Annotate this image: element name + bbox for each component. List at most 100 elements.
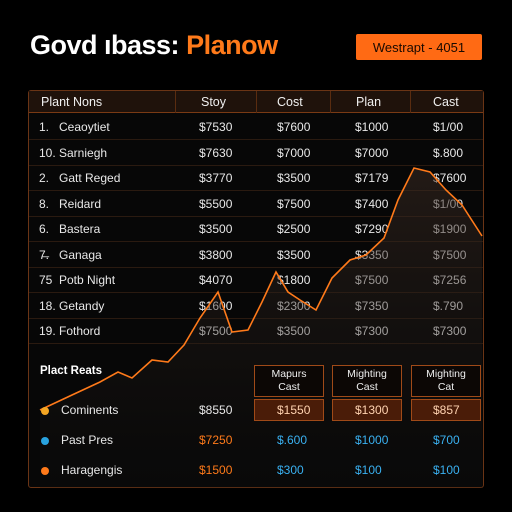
summary-value: $1550 bbox=[277, 403, 311, 417]
legend-dot-icon bbox=[41, 407, 49, 415]
row-value: $3350 bbox=[355, 247, 389, 262]
col-header-plan[interactable]: Plan bbox=[356, 95, 382, 109]
summary-value: $100 bbox=[355, 463, 382, 477]
row-value: $3500 bbox=[199, 222, 233, 236]
summary-label: Cominents bbox=[61, 403, 119, 417]
row-value: $.790 bbox=[433, 298, 464, 313]
row-value: $1600 bbox=[199, 298, 233, 313]
summary-value: $700 bbox=[433, 433, 460, 447]
row-num: 10. bbox=[39, 145, 56, 160]
row-value: $7300 bbox=[355, 324, 389, 338]
row-num: 1. bbox=[39, 120, 50, 134]
summary-value: $100 bbox=[433, 463, 460, 477]
section-label: Plact Reats bbox=[40, 365, 103, 377]
legend-dot-icon bbox=[41, 437, 49, 445]
row-name: Potb Night bbox=[59, 273, 116, 287]
summary-label: Past Pres bbox=[61, 433, 114, 447]
legend-dot-icon bbox=[41, 467, 49, 475]
summary-value: $1000 bbox=[355, 433, 389, 447]
column-divider bbox=[410, 91, 411, 113]
summary-row[interactable]: Cominents $8550 $1550 $1300 $857 bbox=[29, 397, 483, 425]
row-value: $1000 bbox=[355, 120, 389, 134]
column-divider bbox=[256, 91, 257, 113]
row-name: Getandy bbox=[59, 298, 105, 313]
summary-label: Haragengis bbox=[61, 463, 123, 477]
row-value: $7179 bbox=[355, 171, 389, 185]
mini-header-mighting[interactable]: Mighting Cast bbox=[332, 365, 402, 397]
col-header-stoy[interactable]: Stoy bbox=[201, 95, 227, 109]
highlight-cell bbox=[332, 399, 402, 421]
col-header-cast[interactable]: Cast bbox=[433, 95, 459, 109]
row-value: $7600 bbox=[277, 120, 311, 134]
row-name: Ceaoytiet bbox=[59, 120, 110, 134]
summary-value: $300 bbox=[277, 463, 304, 477]
row-value: $1900 bbox=[433, 222, 467, 236]
table-row[interactable]: 2. Gatt Reged $3770 $3500 $7179 $7600 bbox=[29, 166, 483, 191]
table-row[interactable]: 6. Bastera $3500 $2500 $7290 $1900 bbox=[29, 217, 483, 242]
col-header-name[interactable]: Plant Nons bbox=[41, 95, 103, 109]
row-value: $7350 bbox=[355, 298, 389, 313]
table-row[interactable]: 7̶. Ganaga $3800 $3500 $3350 $7500 bbox=[29, 243, 483, 268]
row-value: $7300 bbox=[433, 324, 467, 338]
row-value: $2300 bbox=[277, 298, 311, 313]
status-badge[interactable]: Westrapt - 4051 bbox=[356, 34, 482, 60]
summary-value: $1300 bbox=[355, 403, 389, 417]
row-num: 18. bbox=[39, 298, 56, 313]
row-value: $7000 bbox=[277, 145, 311, 160]
row-value: $7500 bbox=[277, 196, 311, 211]
row-num: 6. bbox=[39, 222, 50, 236]
summary-value: $8550 bbox=[199, 403, 233, 417]
row-value: $5500 bbox=[199, 196, 233, 211]
mini-header-line: Cat bbox=[437, 381, 455, 393]
row-num: 7̶. bbox=[39, 247, 50, 262]
row-value: $3800 bbox=[199, 247, 233, 262]
row-value: $7256 bbox=[433, 273, 467, 287]
summary-row[interactable]: Haragengis $1500 $300 $100 $100 bbox=[29, 457, 483, 485]
mini-header-line: Cast bbox=[278, 381, 300, 393]
table-row[interactable]: 10. Sarniegh $7630 $7000 $7000 $.800 bbox=[29, 141, 483, 166]
row-value: $7630 bbox=[199, 145, 233, 160]
row-name: Bastera bbox=[59, 222, 101, 236]
summary-value: $1500 bbox=[199, 463, 233, 477]
mini-header-mapurs[interactable]: Mapurs Cast bbox=[254, 365, 324, 397]
page-title: Govd ıbass: Planow bbox=[30, 30, 278, 61]
mini-header-mighting-2[interactable]: Mighting Cat bbox=[411, 365, 481, 397]
mini-header-line: Mighting bbox=[426, 368, 466, 380]
row-value: $7530 bbox=[199, 120, 233, 134]
summary-value: $7250 bbox=[199, 433, 233, 447]
column-divider bbox=[175, 91, 176, 113]
mini-header-line: Cast bbox=[356, 381, 378, 393]
summary-value: $.600 bbox=[277, 433, 308, 447]
row-value: $3500 bbox=[277, 324, 311, 338]
row-num: 8. bbox=[39, 196, 50, 211]
row-value: $3500 bbox=[277, 247, 311, 262]
row-value: $4070 bbox=[199, 273, 233, 287]
row-value: $7600 bbox=[433, 171, 467, 185]
row-value: $3770 bbox=[199, 171, 233, 185]
row-value: $7500 bbox=[433, 247, 467, 262]
row-name: Reidard bbox=[59, 196, 102, 211]
title-accent: Planow bbox=[186, 30, 278, 60]
highlight-cell bbox=[411, 399, 481, 421]
row-value: $1/00 bbox=[433, 196, 464, 211]
row-value: $7500 bbox=[199, 324, 233, 338]
table-row[interactable]: 8. Reidard $5500 $7500 $7400 $1/00 bbox=[29, 192, 483, 217]
col-header-cost[interactable]: Cost bbox=[277, 95, 303, 109]
table-row[interactable]: 18. Getandy $1600 $2300 $7350 $.790 bbox=[29, 294, 483, 319]
row-name: Fothord bbox=[59, 324, 101, 338]
row-value: $1/00 bbox=[433, 120, 464, 134]
row-value: $.800 bbox=[433, 145, 464, 160]
mini-header-line: Mighting bbox=[347, 368, 387, 380]
row-name: Sarniegh bbox=[59, 145, 108, 160]
row-value: $7290 bbox=[355, 222, 389, 236]
table-row[interactable]: 1. Ceaoytiet $7530 $7600 $1000 $1/00 bbox=[29, 115, 483, 140]
highlight-cell bbox=[254, 399, 324, 421]
table-row[interactable]: 75 Potb Night $4070 $1800 $7500 $7256 bbox=[29, 268, 483, 293]
summary-row[interactable]: Past Pres $7250 $.600 $1000 $700 bbox=[29, 427, 483, 455]
summary-value: $857 bbox=[433, 403, 460, 417]
row-value: $1800 bbox=[277, 273, 311, 287]
row-name: Gatt Reged bbox=[59, 171, 121, 185]
table-row[interactable]: 19. Fothord $7500 $3500 $7300 $7300 bbox=[29, 319, 483, 344]
row-value: $7500 bbox=[355, 273, 389, 287]
row-name: Ganaga bbox=[59, 247, 102, 262]
